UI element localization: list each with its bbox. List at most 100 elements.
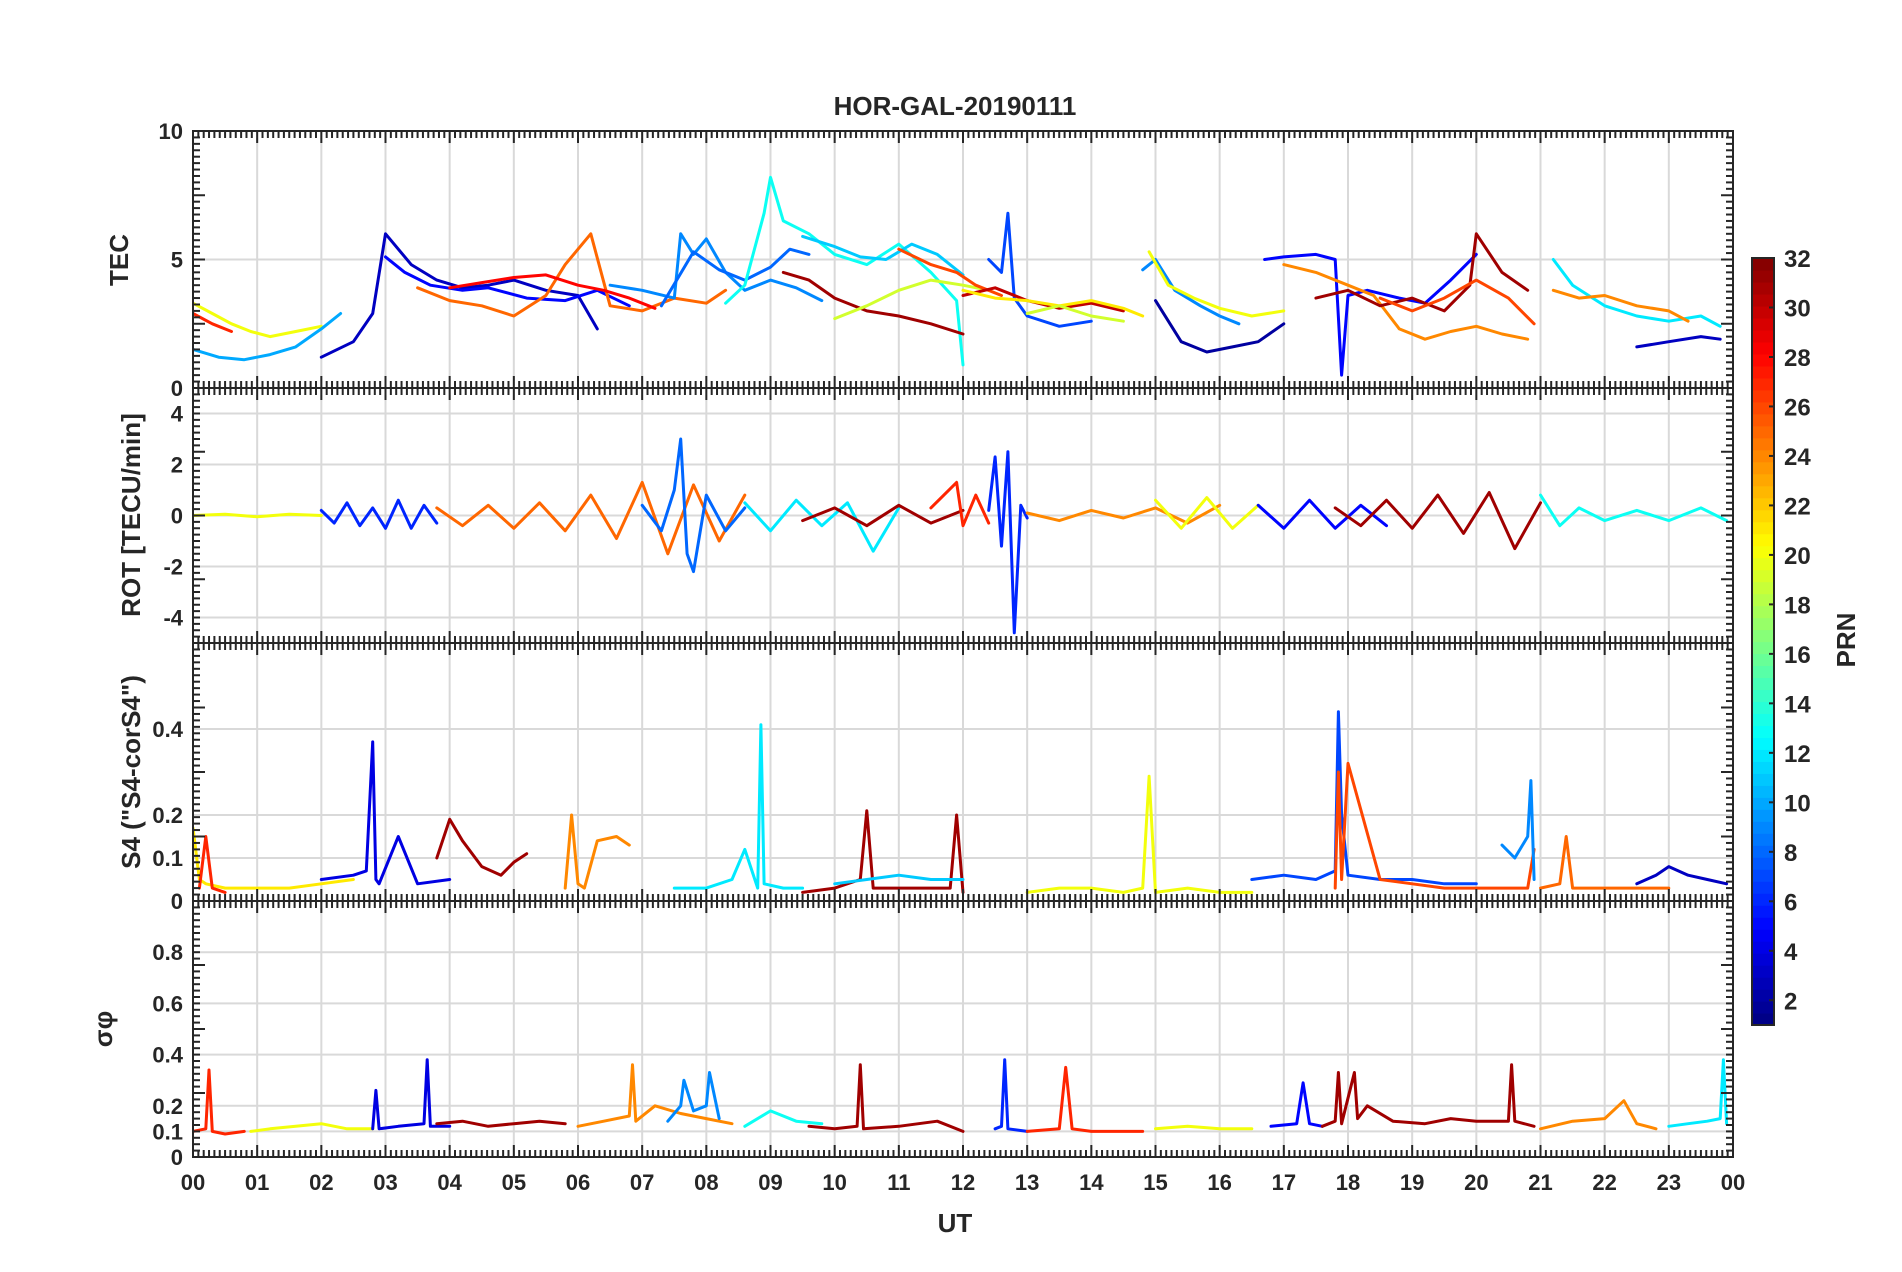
series-line-prn-27 xyxy=(1025,1065,1145,1133)
colorbar-swatch xyxy=(1752,461,1774,475)
colorbar-swatch xyxy=(1752,293,1774,307)
y-tick-label: 0.6 xyxy=(152,991,183,1016)
series-line-prn-24 xyxy=(576,1063,734,1128)
series-line-prn-5 xyxy=(1269,1081,1324,1128)
colorbar-swatch xyxy=(1752,365,1774,379)
colorbar-tick-label: 10 xyxy=(1784,790,1811,817)
series-group xyxy=(193,1058,1729,1136)
y-tick-label: 2 xyxy=(171,453,183,478)
colorbar-swatch xyxy=(1752,893,1774,906)
y-tick-label: 0 xyxy=(171,889,183,914)
colorbar-swatch xyxy=(1752,737,1774,750)
y-tick-label: 0.1 xyxy=(152,846,183,871)
series-line-prn-3 xyxy=(1635,335,1722,349)
y-tick-label: 0 xyxy=(171,376,183,401)
colorbar-swatch xyxy=(1752,917,1774,930)
x-tick-label: 00 xyxy=(181,1170,205,1195)
series-line-prn-31 xyxy=(807,1063,965,1133)
series-line-prn-7 xyxy=(1250,710,1478,886)
series-line-prn-13 xyxy=(724,175,965,367)
series-line-prn-24 xyxy=(1551,288,1690,323)
colorbar-swatch xyxy=(1752,593,1774,607)
x-tick-label: 06 xyxy=(566,1170,590,1195)
x-tick-label: 00 xyxy=(1721,1170,1745,1195)
x-tick-label: 03 xyxy=(373,1170,397,1195)
colorbar-swatch xyxy=(1752,773,1774,786)
x-tick-label: 02 xyxy=(309,1170,333,1195)
series-line-prn-20 xyxy=(249,1122,375,1133)
colorbar-swatch xyxy=(1752,797,1774,810)
series-line-prn-26 xyxy=(897,247,1003,297)
series-line-prn-10 xyxy=(193,312,343,362)
series-line-prn-20 xyxy=(1154,1124,1254,1131)
series-line-prn-13 xyxy=(743,1109,824,1128)
y-tick-label: 0.2 xyxy=(152,1094,183,1119)
series-line-prn-9 xyxy=(1500,779,1536,881)
series-line-prn-20 xyxy=(193,301,323,339)
colorbar-swatch xyxy=(1752,953,1774,966)
colorbar-swatch xyxy=(1752,641,1774,655)
colorbar-swatch xyxy=(1752,929,1774,942)
colorbar-tick-label: 28 xyxy=(1784,345,1811,372)
x-tick-label: 20 xyxy=(1464,1170,1488,1195)
series-line-prn-5 xyxy=(1256,498,1388,530)
colorbar-swatch xyxy=(1752,653,1774,667)
y-tick-label: 0 xyxy=(171,504,183,529)
colorbar-swatch xyxy=(1752,497,1774,511)
series-line-prn-31 xyxy=(801,503,965,528)
colorbar-swatch xyxy=(1752,845,1774,858)
series-line-prn-19 xyxy=(833,278,991,321)
series-line-prn-11 xyxy=(833,873,965,886)
series-line-prn-2 xyxy=(1154,299,1286,354)
colorbar-swatch xyxy=(1752,989,1774,1002)
colorbar-swatch xyxy=(1752,749,1774,762)
colorbar-swatch xyxy=(1752,713,1774,726)
colorbar-swatch xyxy=(1752,617,1774,631)
series-line-prn-5 xyxy=(1263,252,1478,377)
colorbar-swatch xyxy=(1752,965,1774,978)
colorbar-swatch xyxy=(1752,857,1774,870)
x-tick-label: 05 xyxy=(502,1170,526,1195)
x-tick-label: 23 xyxy=(1657,1170,1681,1195)
y-tick-label: -4 xyxy=(163,606,183,631)
colorbar-swatch xyxy=(1752,305,1774,319)
y-tick-label: 0.4 xyxy=(152,717,183,742)
colorbar-swatch xyxy=(1752,881,1774,894)
colorbar-swatch xyxy=(1752,449,1774,463)
colorbar-swatch xyxy=(1752,977,1774,990)
colorbar-tick-label: 22 xyxy=(1784,493,1811,520)
colorbar-swatch xyxy=(1752,557,1774,571)
series-line-prn-31 xyxy=(781,270,965,336)
panel-2: -4 -2 0 2 4 xyxy=(163,387,1734,644)
panel-3: 0 0.1 0.2 0.4 xyxy=(152,642,1734,914)
series-line-prn-8 xyxy=(640,437,747,574)
series-line-prn-31 xyxy=(435,817,529,877)
series-line-prn-20 xyxy=(1147,250,1286,318)
minor-ticks xyxy=(192,642,1734,902)
colorbar-tick-label: 12 xyxy=(1784,741,1811,768)
x-tick-label: 21 xyxy=(1528,1170,1552,1195)
series-line-prn-20 xyxy=(1025,774,1254,894)
colorbar-swatch xyxy=(1752,809,1774,822)
series-line-prn-20 xyxy=(1154,496,1260,530)
y-tick-label: 10 xyxy=(159,119,183,144)
x-tick-label: 01 xyxy=(245,1170,269,1195)
y-tick-label: 0.4 xyxy=(152,1043,183,1068)
x-tick-label: 15 xyxy=(1143,1170,1167,1195)
y-tick-label: 0.8 xyxy=(152,940,183,965)
series-line-prn-13 xyxy=(1539,493,1729,528)
series-line-prn-11 xyxy=(801,234,965,277)
x-tick-label: 13 xyxy=(1015,1170,1039,1195)
series-line-prn-28 xyxy=(448,273,657,310)
colorbar-tick-label: 14 xyxy=(1784,691,1811,718)
y-axis-label-panel-2: ROT [TECU/min] xyxy=(116,413,146,617)
colorbar-tick-label: 18 xyxy=(1784,592,1811,619)
series-line-prn-24 xyxy=(563,813,631,890)
minor-ticks xyxy=(192,900,1734,1158)
colorbar-swatch xyxy=(1752,317,1774,331)
x-tick-label: 18 xyxy=(1336,1170,1360,1195)
colorbar-tick-label: 4 xyxy=(1784,939,1798,966)
y-tick-label: 0.1 xyxy=(152,1119,183,1144)
x-tick-label: 04 xyxy=(437,1170,462,1195)
